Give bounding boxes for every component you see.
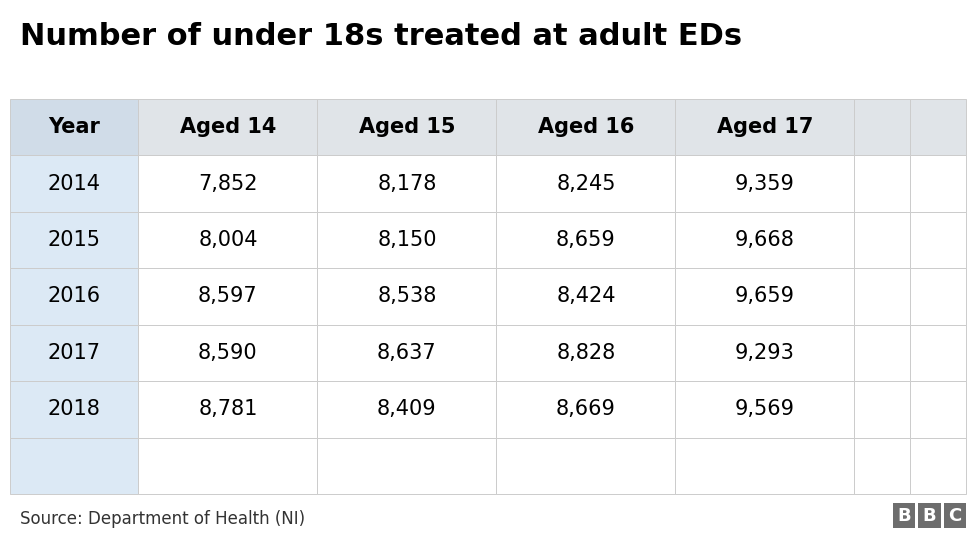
Bar [675,381,854,438]
Bar [675,155,854,212]
Bar [675,438,854,494]
Bar [911,212,966,268]
Bar [675,324,854,381]
Bar [139,438,317,494]
Bar [918,503,941,528]
Text: 2014: 2014 [48,173,101,194]
Bar [854,155,911,212]
Bar [139,268,317,324]
Bar [497,438,675,494]
Text: Aged 15: Aged 15 [358,117,455,137]
Text: Aged 17: Aged 17 [716,117,813,137]
Bar [139,381,317,438]
Bar [10,155,139,212]
Bar [497,324,675,381]
Bar [854,99,911,155]
Text: 8,590: 8,590 [198,343,258,363]
Text: 8,178: 8,178 [377,173,436,194]
Text: 8,245: 8,245 [556,173,616,194]
Bar [944,503,966,528]
Bar [497,212,675,268]
Text: C: C [949,507,961,525]
Text: Number of under 18s treated at adult EDs: Number of under 18s treated at adult EDs [20,22,742,51]
Bar [317,381,497,438]
Bar [139,99,317,155]
Text: Aged 16: Aged 16 [538,117,634,137]
Bar [317,324,497,381]
Bar [893,503,915,528]
Bar [317,99,497,155]
Bar [675,99,854,155]
Bar [854,212,911,268]
Bar [854,268,911,324]
Bar [854,324,911,381]
Bar [854,438,911,494]
Bar [497,268,675,324]
Text: 8,538: 8,538 [377,287,436,306]
Bar [497,99,675,155]
Text: 9,659: 9,659 [735,287,794,306]
Text: B: B [898,507,911,525]
Bar [10,438,139,494]
Bar [10,324,139,381]
Text: 8,004: 8,004 [198,230,258,250]
Text: 9,668: 9,668 [735,230,794,250]
Bar [317,155,497,212]
Text: 8,409: 8,409 [377,399,436,419]
Text: 8,597: 8,597 [198,287,258,306]
Text: 8,669: 8,669 [556,399,616,419]
Bar [675,212,854,268]
Bar [139,324,317,381]
Text: 2016: 2016 [48,287,101,306]
Bar [911,155,966,212]
Text: Year: Year [48,117,100,137]
Text: 8,637: 8,637 [377,343,436,363]
Bar [317,438,497,494]
Bar [911,99,966,155]
Text: 8,150: 8,150 [377,230,436,250]
Bar [10,268,139,324]
Text: 2017: 2017 [48,343,101,363]
Text: 8,424: 8,424 [556,287,616,306]
Text: 8,828: 8,828 [556,343,616,363]
Bar [139,155,317,212]
Bar [911,268,966,324]
Bar [317,268,497,324]
Bar [911,438,966,494]
Bar [675,268,854,324]
Bar [911,324,966,381]
Bar [317,212,497,268]
Text: 2018: 2018 [48,399,101,419]
Bar [497,381,675,438]
Text: 9,569: 9,569 [735,399,794,419]
Bar [10,212,139,268]
Text: 7,852: 7,852 [198,173,258,194]
Text: 8,659: 8,659 [556,230,616,250]
Text: Source: Department of Health (NI): Source: Department of Health (NI) [20,510,305,528]
Bar [497,155,675,212]
Text: B: B [923,507,936,525]
Text: 2015: 2015 [48,230,101,250]
Bar [854,381,911,438]
Text: 8,781: 8,781 [198,399,258,419]
Bar [139,212,317,268]
Bar [10,381,139,438]
Text: Aged 14: Aged 14 [180,117,276,137]
Text: 9,293: 9,293 [735,343,794,363]
Bar [911,381,966,438]
Text: 9,359: 9,359 [735,173,794,194]
Bar [10,99,139,155]
